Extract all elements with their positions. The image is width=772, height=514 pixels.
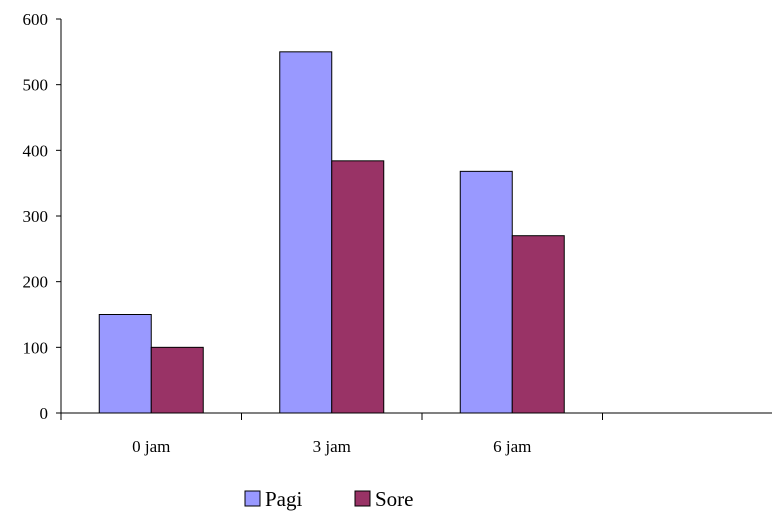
x-axis: 0 jam 3 jam 6 jam: [60, 412, 772, 456]
bar-pagi-6-jam: [459, 170, 513, 414]
bars: [98, 51, 565, 414]
bar-sore-6-jam: [511, 235, 565, 414]
x-tick-label: 3 jam: [313, 437, 351, 456]
bar-pagi-3-jam: [279, 51, 333, 414]
y-tick-label: 300: [23, 207, 49, 226]
bar-pagi-0-jam: [98, 314, 152, 414]
x-tick-label: 0 jam: [132, 437, 170, 456]
legend-label-sore: Sore: [375, 487, 414, 511]
y-tick-label: 600: [23, 10, 49, 29]
legend-swatch-sore: [354, 490, 371, 507]
x-tick-label: 6 jam: [493, 437, 531, 456]
bar-sore-3-jam: [331, 160, 385, 414]
y-tick-label: 400: [23, 141, 49, 160]
y-tick-label: 0: [40, 404, 49, 423]
legend: Pagi Sore: [244, 487, 414, 511]
bar-sore-0-jam: [150, 346, 204, 414]
y-axis: 0 100 200 300 400 500 600: [23, 10, 62, 423]
legend-swatch-pagi: [244, 490, 261, 507]
legend-label-pagi: Pagi: [265, 487, 303, 511]
y-tick-label: 500: [23, 76, 49, 95]
y-tick-label: 200: [23, 273, 49, 292]
y-tick-label: 100: [23, 338, 49, 357]
